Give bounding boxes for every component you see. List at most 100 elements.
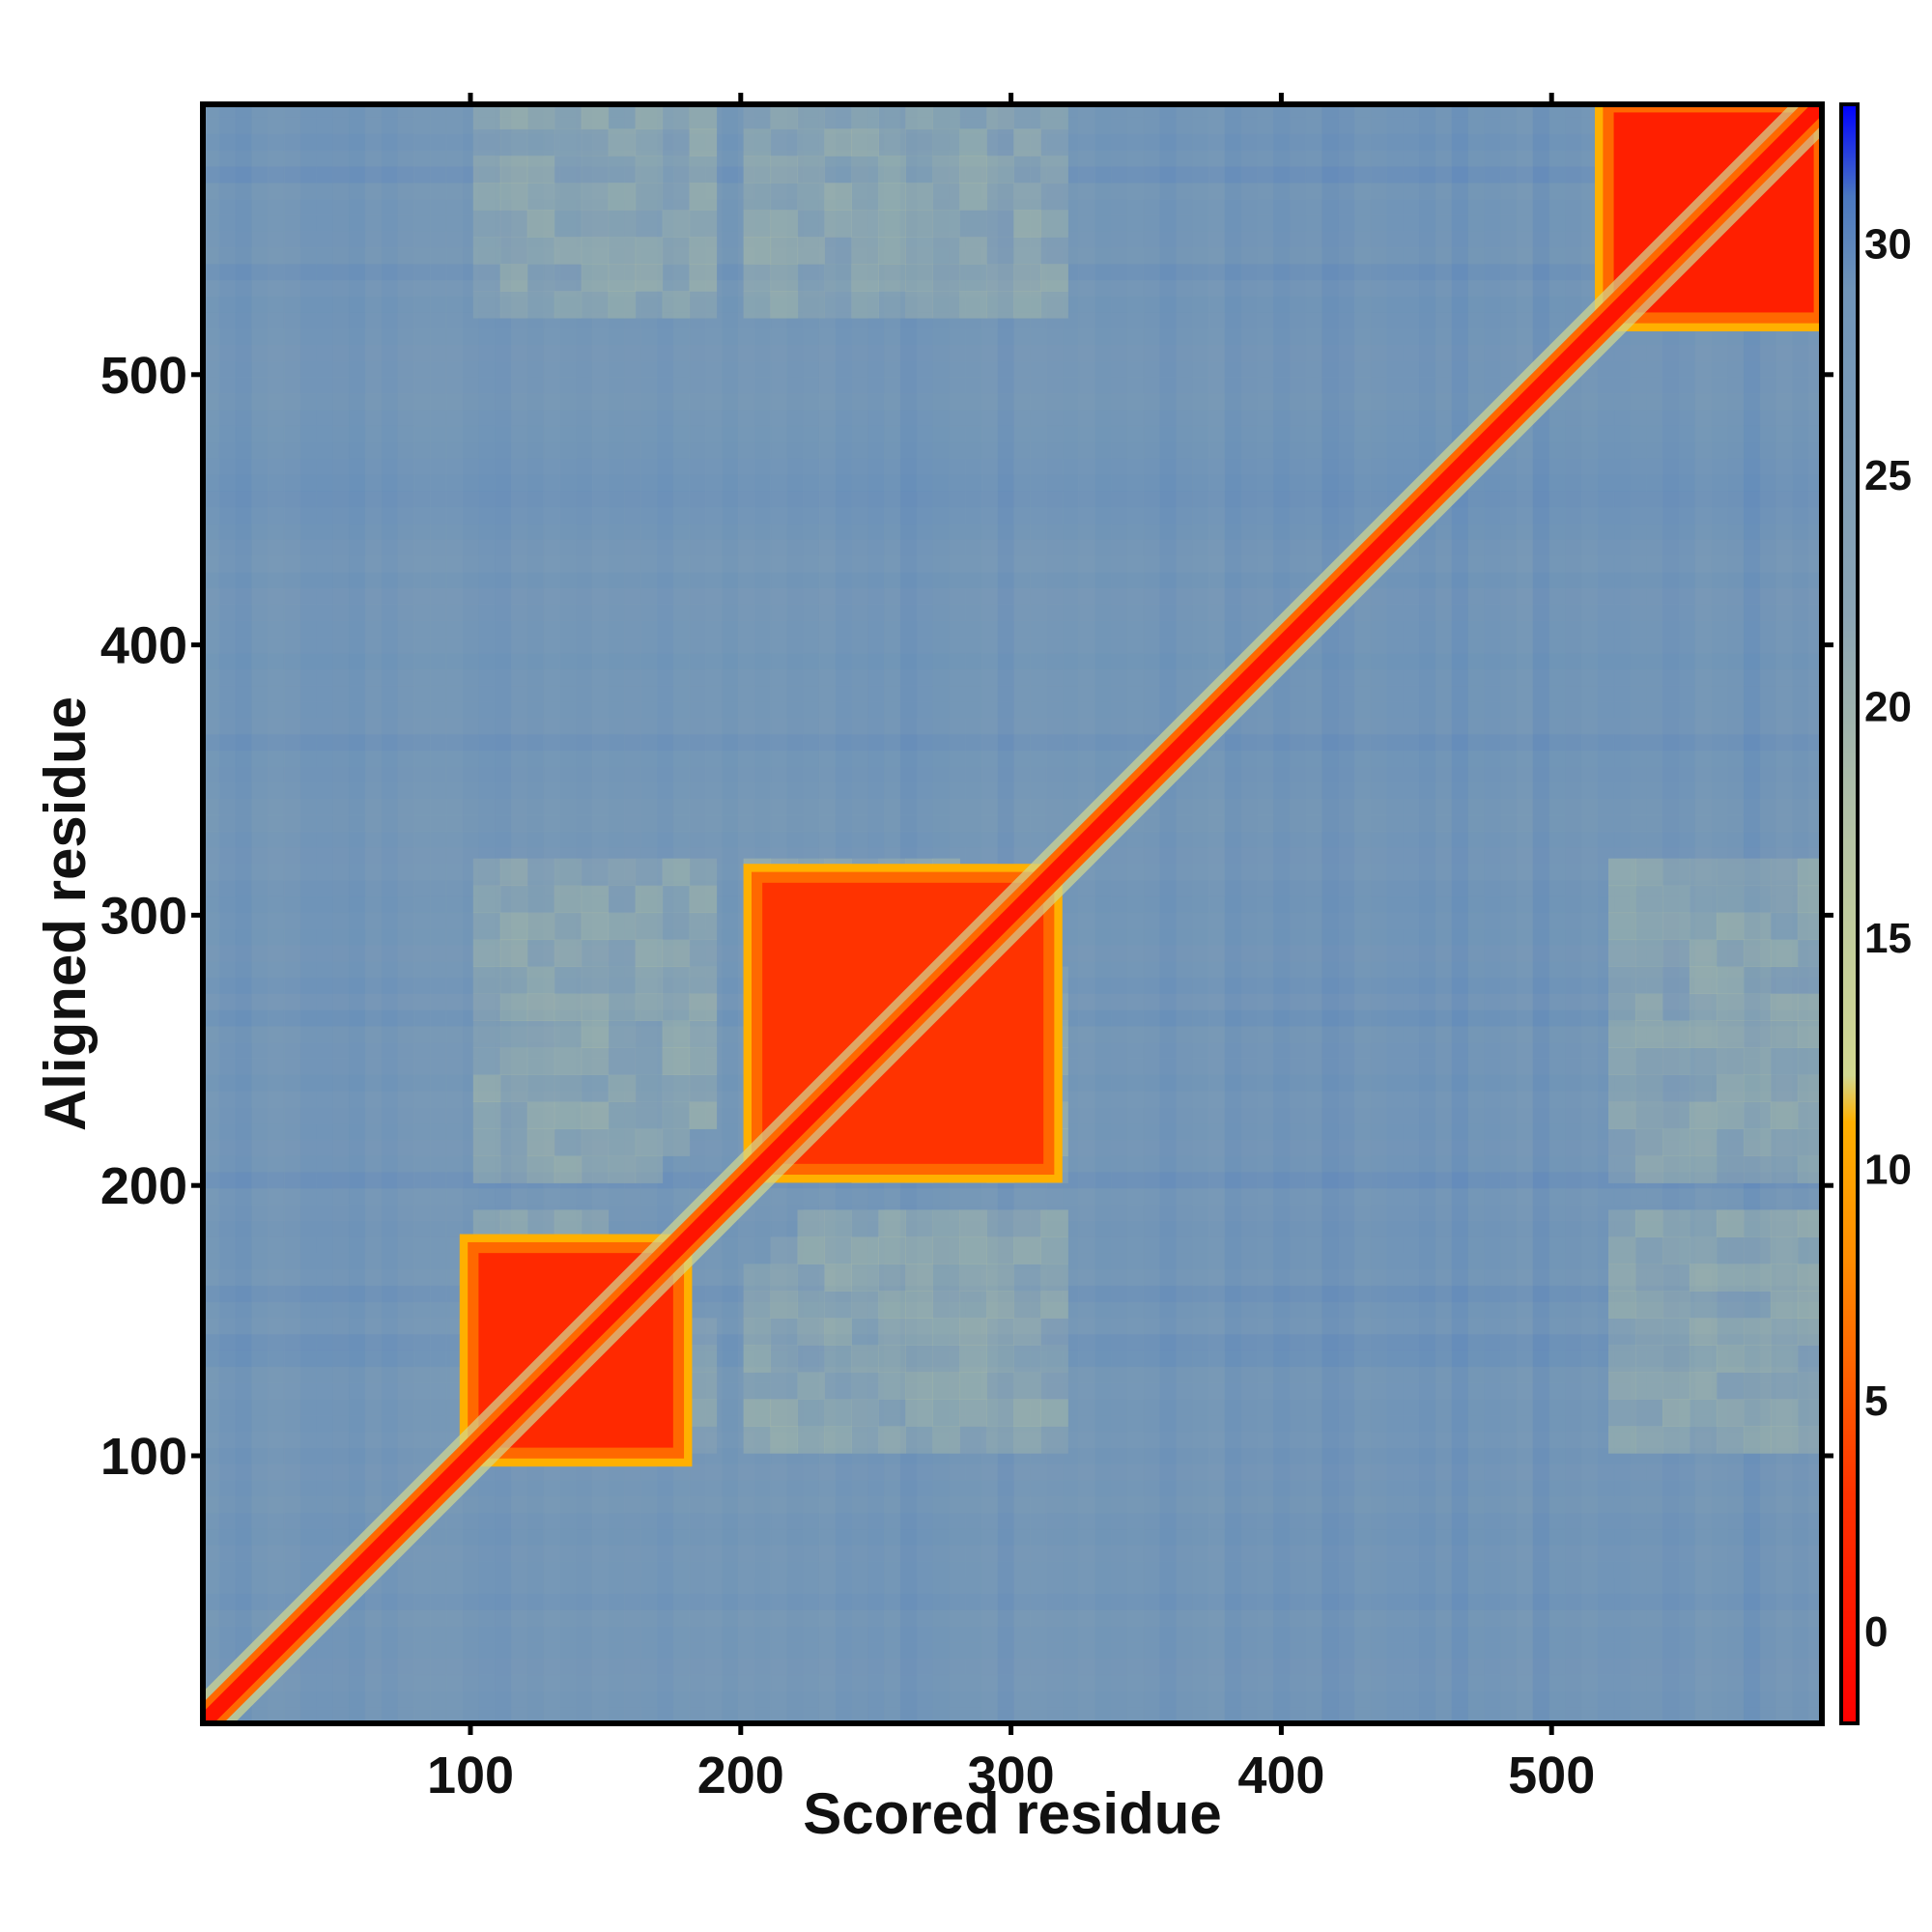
heatmap-cell xyxy=(499,156,528,184)
heatmap-cell xyxy=(635,1047,664,1075)
background-band-row xyxy=(203,328,1822,346)
heatmap-cell xyxy=(878,1291,906,1319)
background-band-column xyxy=(1727,104,1745,1723)
y-axis: 100 200 300 400 500 xyxy=(100,347,1833,1486)
heatmap-cell xyxy=(959,1399,987,1427)
background-band-row xyxy=(203,1626,1822,1643)
heatmap-cell xyxy=(1040,1209,1068,1237)
heatmap-cell xyxy=(635,993,664,1022)
heatmap-cell xyxy=(1040,1236,1068,1264)
heatmap-cell xyxy=(472,1020,501,1049)
heatmap-cell xyxy=(1607,993,1636,1022)
heatmap-cell xyxy=(878,104,906,129)
background-band-row xyxy=(203,104,1822,119)
heatmap-cell xyxy=(1013,128,1041,156)
heatmap-cell xyxy=(797,128,826,156)
heatmap-cell xyxy=(1662,1318,1690,1346)
heatmap-cell xyxy=(905,1345,933,1373)
heatmap-cell xyxy=(1770,1020,1799,1049)
heatmap-cell xyxy=(986,1426,1014,1454)
colorbar: 0 5 10 15 20 25 30 xyxy=(1839,102,1912,1725)
heatmap-cell xyxy=(662,183,691,211)
background-band-row xyxy=(203,377,1822,394)
heatmap-cell xyxy=(1013,291,1041,319)
background-band-column xyxy=(299,104,317,1723)
heatmap-cell xyxy=(743,237,772,265)
heatmap-cell xyxy=(554,993,582,1022)
heatmap-cell xyxy=(1770,912,1799,941)
background-band-column xyxy=(1613,104,1631,1723)
heatmap-cell xyxy=(824,156,853,184)
heatmap-cell xyxy=(986,1236,1014,1264)
heatmap-cell xyxy=(1013,1264,1041,1292)
heatmap-cell xyxy=(1607,1318,1636,1346)
heatmap-cell xyxy=(635,1074,664,1102)
colorbar-tick-label: 10 xyxy=(1864,1146,1912,1193)
heatmap-cell xyxy=(1013,1291,1041,1319)
heatmap-cell xyxy=(472,156,501,184)
heatmap-cell xyxy=(1743,885,1772,914)
heatmap-cell xyxy=(1743,1020,1772,1049)
heatmap-cell xyxy=(1797,912,1822,941)
background-band-row xyxy=(203,604,1822,621)
heatmap-cell xyxy=(851,1209,879,1237)
background-band-row xyxy=(203,1577,1822,1595)
heatmap-cell xyxy=(554,291,582,319)
heatmap-cell xyxy=(959,156,987,184)
heatmap-cell xyxy=(1607,1074,1636,1102)
heatmap-cell xyxy=(770,210,799,238)
heatmap-cell xyxy=(1770,1318,1799,1346)
heatmap-cell xyxy=(1040,156,1068,184)
heatmap-cell xyxy=(1797,1399,1822,1427)
heatmap-cell xyxy=(1013,183,1041,211)
heatmap-cell xyxy=(554,210,582,238)
background-band-row xyxy=(203,539,1822,556)
heatmap-cell xyxy=(1689,885,1718,914)
heatmap-cell xyxy=(770,1345,799,1373)
heatmap-cell xyxy=(905,264,933,292)
heatmap-cell xyxy=(581,1074,610,1102)
background-band-row xyxy=(203,1528,1822,1546)
heatmap-cell xyxy=(797,1291,826,1319)
heatmap-cell xyxy=(797,210,826,238)
heatmap-cell xyxy=(743,1291,772,1319)
heatmap-cell xyxy=(581,1209,610,1237)
background-band-column xyxy=(1370,104,1387,1723)
heatmap-cell xyxy=(1662,1264,1690,1292)
background-band-row xyxy=(203,555,1822,573)
heatmap-cell xyxy=(689,264,718,292)
heatmap-cell xyxy=(662,1074,691,1102)
heatmap-cell xyxy=(689,210,718,238)
heatmap-cell xyxy=(1743,912,1772,941)
heatmap-cell xyxy=(905,1318,933,1346)
heatmap-cell xyxy=(797,104,826,129)
heatmap-cell xyxy=(1040,1345,1068,1373)
heatmap-cell xyxy=(526,1155,555,1183)
heatmap-cell xyxy=(499,885,528,914)
heatmap-cell xyxy=(1770,885,1799,914)
background-band-row xyxy=(203,1512,1822,1530)
heatmap-cell xyxy=(608,291,637,319)
heatmap-cell xyxy=(1040,291,1068,319)
y-tick-label: 100 xyxy=(100,1428,187,1486)
background-band-column xyxy=(1240,104,1258,1723)
y-tick-label: 300 xyxy=(100,887,187,945)
background-band-row xyxy=(203,312,1822,329)
heatmap-cell xyxy=(1607,966,1636,995)
heatmap-cell xyxy=(1013,264,1041,292)
heatmap-cell xyxy=(1689,1345,1718,1373)
heatmap-cell xyxy=(1716,1128,1745,1156)
heatmap-cell xyxy=(932,264,960,292)
background-band-column xyxy=(1678,104,1695,1723)
heatmap-cell xyxy=(1013,1236,1041,1264)
background-band-column xyxy=(1111,104,1128,1723)
heatmap-cell xyxy=(1689,1426,1718,1454)
heatmap-cell xyxy=(905,1426,933,1454)
heatmap-cell xyxy=(959,1372,987,1400)
background-band-column xyxy=(251,104,269,1723)
background-band-column xyxy=(1548,104,1566,1723)
heatmap-cell xyxy=(1689,1074,1718,1102)
colorbar-bar xyxy=(1839,102,1860,1725)
heatmap-cell xyxy=(878,291,906,319)
heatmap-cell xyxy=(1634,939,1663,968)
